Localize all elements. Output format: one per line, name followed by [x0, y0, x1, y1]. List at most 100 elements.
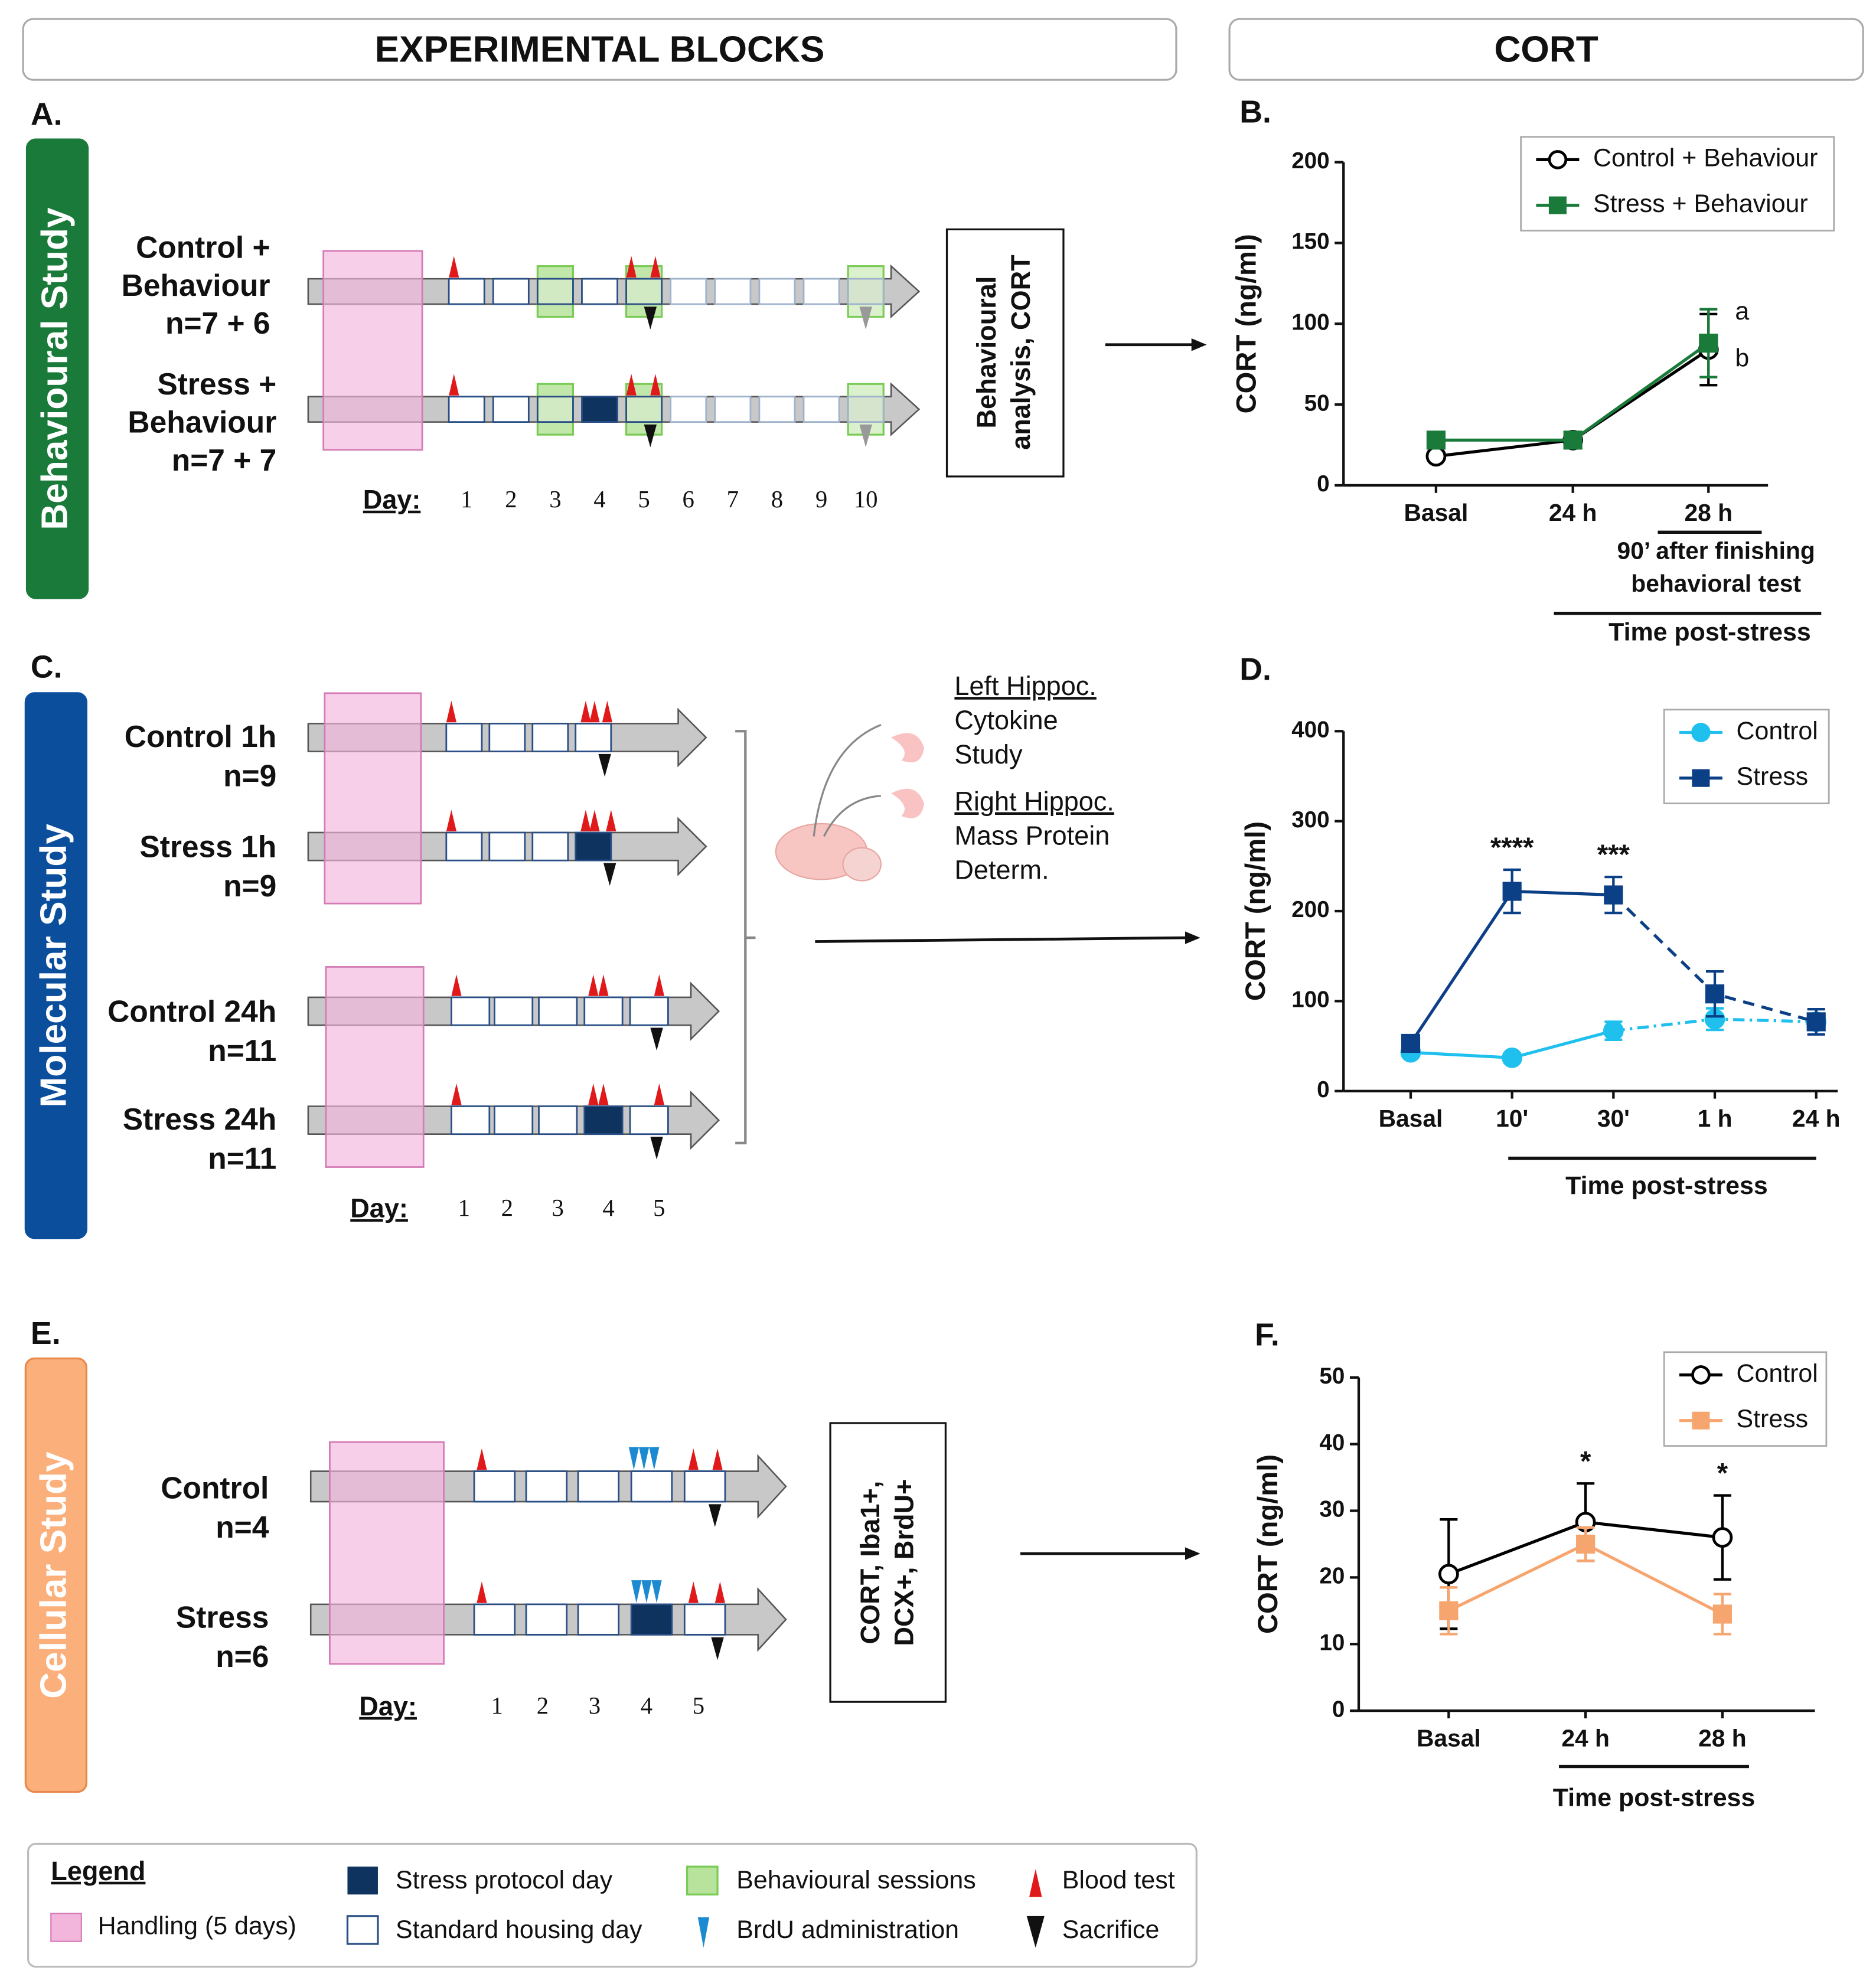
legend-swatch — [347, 1867, 378, 1895]
sacrifice — [650, 1027, 663, 1051]
day-number: 5 — [693, 1692, 704, 1719]
sacrifice — [711, 1637, 724, 1660]
sub-label: behavioral test — [1631, 570, 1801, 597]
legend-title: Legend — [51, 1856, 145, 1886]
legend-symbol — [1029, 1869, 1042, 1897]
data-point — [1438, 1564, 1459, 1585]
legend-marker — [1692, 1411, 1710, 1430]
behaviour-session — [536, 383, 575, 436]
legend-box — [1520, 136, 1835, 231]
housing-day — [536, 396, 574, 423]
housing-day — [488, 831, 526, 862]
day-number: 8 — [771, 486, 783, 513]
housing-day — [847, 396, 885, 423]
data-point — [1576, 1534, 1596, 1554]
housing-day — [577, 1603, 620, 1636]
point-annotation: a — [1735, 297, 1749, 325]
group-label: Behaviour — [122, 268, 270, 302]
x-tick-label: 28 h — [1698, 1724, 1747, 1751]
brdu-administration — [641, 1580, 652, 1603]
housing-day — [575, 722, 612, 753]
legend-label: Control + Behaviour — [1593, 144, 1818, 172]
outcome-text: DCX+, BrdU+ — [889, 1479, 919, 1646]
header: CORT — [1494, 29, 1598, 70]
y-tick-label: 50 — [1304, 390, 1330, 416]
blood-test — [626, 374, 637, 396]
group-label: Control 1h — [125, 719, 276, 753]
x-tick-label: 10' — [1496, 1105, 1528, 1132]
day-number: 3 — [589, 1692, 601, 1719]
outcome-box — [829, 1422, 947, 1703]
outcome-text: Behavioural — [971, 276, 1001, 429]
legend-text: Standard housing day — [396, 1916, 642, 1944]
brdu-administration — [649, 1447, 660, 1470]
y-axis-label: CORT (ng/ml) — [1240, 821, 1271, 1001]
legend-text: Sacrifice — [1062, 1916, 1160, 1944]
housing-day — [758, 278, 796, 305]
study-bar — [24, 692, 87, 1239]
group-label: Stress + — [157, 367, 276, 401]
group-label: n=11 — [208, 1033, 276, 1068]
sacrifice — [709, 1504, 722, 1527]
y-tick-label: 0 — [1317, 1077, 1329, 1102]
legend-label: Control — [1737, 1359, 1818, 1388]
blood-test — [477, 1448, 487, 1470]
data-point — [1502, 882, 1522, 901]
blood-test — [714, 1581, 725, 1603]
handling-period — [322, 250, 423, 451]
legend-marker — [1548, 150, 1568, 169]
blood-test — [602, 700, 612, 723]
day-number: 7 — [727, 486, 739, 513]
data-point — [1563, 430, 1583, 450]
brdu-administration — [631, 1580, 642, 1603]
group-label: Behaviour — [128, 405, 276, 439]
y-tick-label: 150 — [1291, 229, 1329, 255]
group-label: Stress 24h — [123, 1102, 277, 1136]
stress-day — [630, 1603, 673, 1636]
legend-symbol — [1026, 1916, 1045, 1948]
group-label: n=7 + 7 — [172, 443, 277, 477]
housing-day — [758, 396, 796, 423]
hippocampus-text: Cytokine — [954, 705, 1058, 735]
housing-day — [492, 396, 530, 423]
sacrifice — [644, 306, 657, 329]
hippocampus-text: Left Hippoc. — [954, 671, 1096, 701]
blood-test — [688, 1448, 699, 1470]
x-tick-label: 24 h — [1561, 1724, 1610, 1751]
housing-day — [625, 396, 663, 423]
y-tick-label: 40 — [1319, 1430, 1345, 1456]
housing-day — [531, 722, 569, 753]
housing-day — [488, 722, 526, 753]
data-point — [1699, 334, 1718, 353]
day-number: 10 — [854, 486, 878, 513]
pointer — [823, 795, 882, 837]
blood-test — [598, 974, 609, 996]
housing-day — [802, 278, 840, 305]
day-number: 1 — [461, 486, 472, 513]
housing-day — [445, 831, 483, 862]
housing-day — [538, 1105, 578, 1136]
sub-label: 90’ after finishing — [1617, 537, 1815, 564]
day-number: 4 — [593, 486, 605, 513]
data-point — [1425, 446, 1447, 467]
significance: **** — [1490, 832, 1534, 863]
housing-day — [448, 396, 485, 423]
outcome-text: analysis, CORT — [1006, 255, 1036, 450]
housing-day — [525, 1603, 568, 1636]
x-axis-label: Time post-stress — [1609, 618, 1811, 646]
y-axis-label: CORT (ng/ml) — [1252, 1454, 1284, 1634]
study-bar — [24, 1357, 87, 1793]
blood-test — [654, 1083, 664, 1105]
housing-day — [451, 1105, 491, 1136]
significance: *** — [1597, 839, 1630, 870]
blood-test — [446, 810, 457, 831]
housing-day — [451, 996, 491, 1026]
day-label: Day: — [350, 1193, 408, 1223]
blood-test — [588, 1083, 599, 1105]
header-box — [22, 18, 1177, 81]
day-number: 5 — [638, 486, 650, 513]
day-number: 4 — [602, 1195, 614, 1221]
sacrifice — [644, 424, 657, 448]
housing-day — [683, 1470, 726, 1503]
